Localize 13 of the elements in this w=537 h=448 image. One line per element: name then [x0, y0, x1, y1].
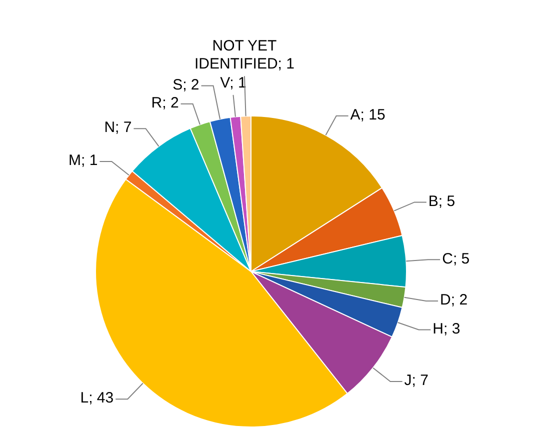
- slice-label: L; 43: [80, 390, 114, 407]
- slice-label: S; 2: [172, 76, 200, 94]
- slice-label: C; 5: [442, 250, 470, 268]
- slice-label: H; 3: [432, 320, 460, 338]
- slice-label: A; 15: [350, 106, 386, 124]
- slice-label: NOT YET IDENTIFIED; 1: [194, 38, 294, 73]
- slice-label: N; 7: [104, 119, 132, 136]
- slice-label: V; 1: [220, 74, 246, 92]
- slice-label: D; 2: [440, 292, 468, 309]
- slice-label: M; 1: [68, 152, 98, 170]
- slice-label: J; 7: [404, 372, 428, 390]
- slice-label: R; 2: [151, 94, 179, 112]
- slice-label: B; 5: [428, 192, 456, 210]
